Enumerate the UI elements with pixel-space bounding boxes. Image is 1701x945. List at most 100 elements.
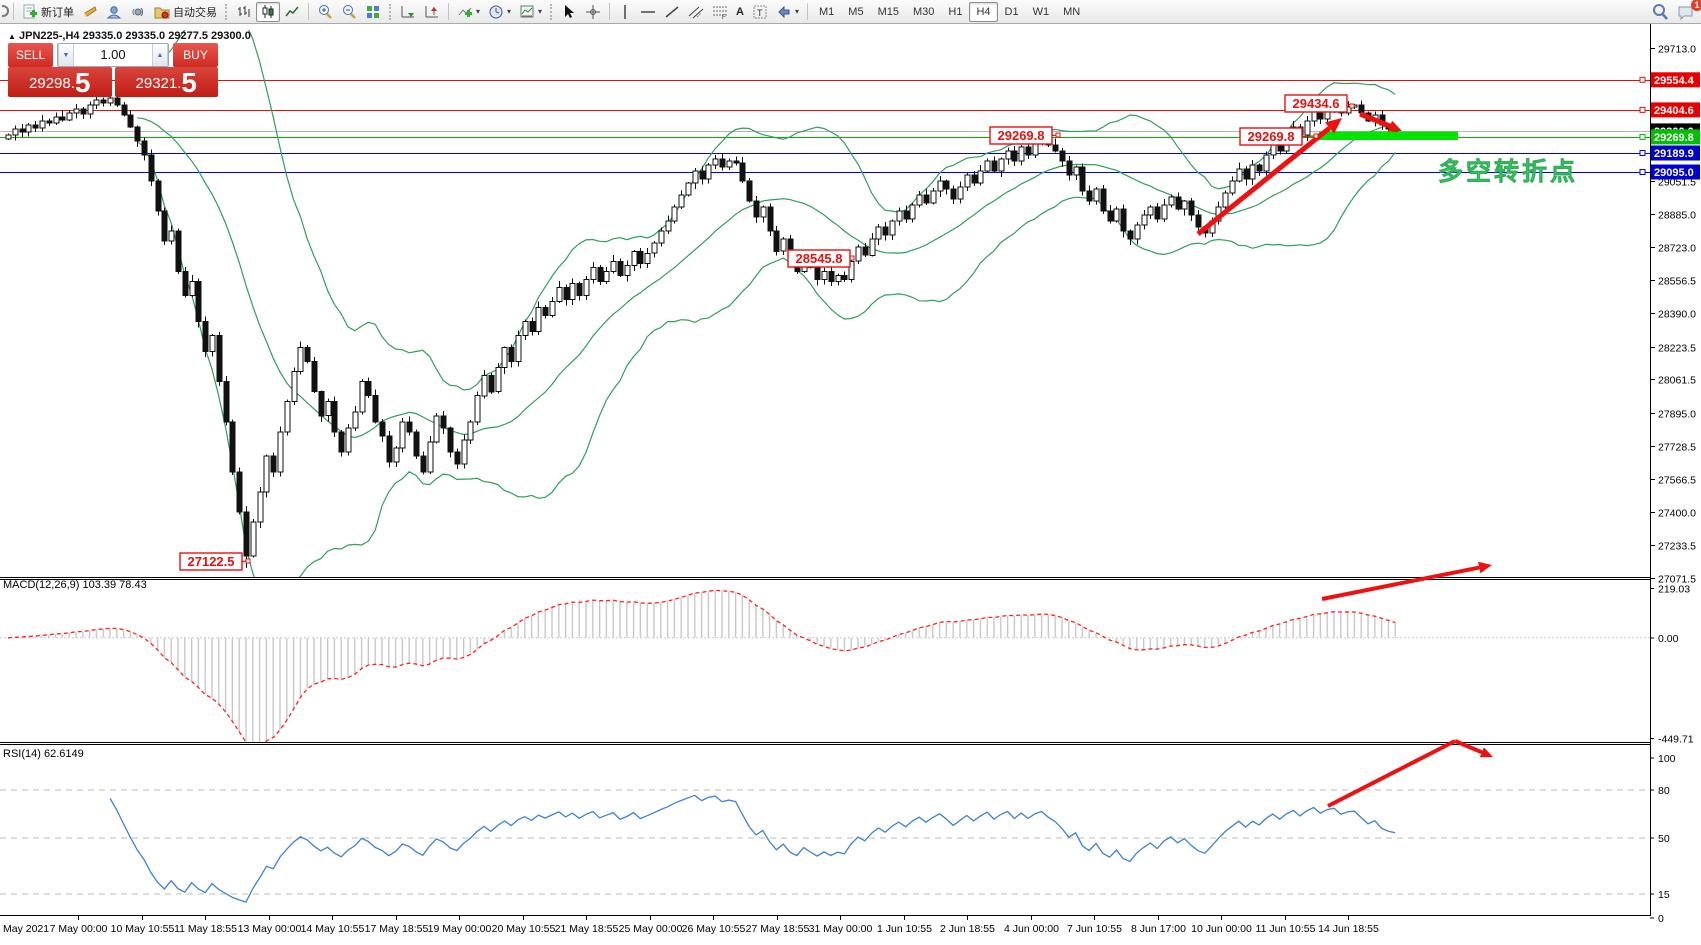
svg-text:-449.71: -449.71 [1658,734,1694,746]
chart-ohlc-values: 29335.0 29335.0 29277.5 29300.0 [82,30,251,42]
buy-price-main: 29321. [135,75,182,92]
label-tool[interactable]: T [748,2,772,22]
notifications-button[interactable]: 1 [1673,0,1701,22]
auto-trading-button[interactable]: 自动交易 [150,2,221,22]
periods-button[interactable]: ▾ [484,2,515,22]
volume-decrease-button[interactable]: ▼ [58,44,74,66]
new-order-icon [23,4,37,18]
bar-chart-button[interactable] [232,2,256,22]
volume-increase-button[interactable]: ▲ [152,44,168,66]
zoom-in-icon [319,4,332,19]
fibonacci-tool[interactable]: F [708,2,732,22]
volume-input[interactable]: 1.00 [100,47,126,62]
toolbar-separator [13,3,14,20]
svg-text:28223.5: 28223.5 [1658,343,1696,355]
horizontal-line-tool[interactable] [636,2,660,22]
svg-text:F: F [722,15,726,20]
sell-price-main: 29298. [29,75,75,92]
svg-text:28061.5: 28061.5 [1658,375,1696,387]
tile-windows-icon [367,5,379,18]
tab-h1[interactable]: H1 [948,5,963,18]
new-order-button[interactable]: 新订单 [18,2,78,22]
trendline-tool[interactable] [660,2,684,22]
svg-text:29434.6: 29434.6 [1293,96,1340,111]
line-chart-icon [285,6,299,16]
indicators-button[interactable]: ▾ [453,2,484,22]
svg-text:0.00: 0.00 [1658,633,1679,645]
tab-w1[interactable]: W1 [1032,5,1050,18]
crosshair-button[interactable] [581,2,605,22]
signals-button[interactable] [126,2,150,22]
svg-text:8 Jun 17:00: 8 Jun 17:00 [1131,923,1186,935]
sell-price-big-digit: 5 [74,67,91,98]
svg-text:21 May 18:55: 21 May 18:55 [555,923,619,935]
svg-text:28723.0: 28723.0 [1658,243,1696,255]
chevron-up-icon: ▲ [156,51,164,59]
clipped-left-icon [2,4,9,17]
buy-price-display[interactable]: 29321. 5 [114,67,218,97]
cursor-button[interactable] [557,2,581,22]
toolbar-separator [609,3,611,20]
auto-scroll-button[interactable] [396,2,420,22]
svg-text:4 Jun 00:00: 4 Jun 00:00 [1004,923,1059,935]
search-icon [1653,3,1668,20]
text-tool[interactable]: A [732,2,748,22]
buy-button-label: BUY [183,48,208,62]
macd-values: 103.39 78.43 [82,579,147,591]
shapes-tool[interactable]: ▾ [772,2,803,22]
tab-d1[interactable]: D1 [1004,5,1019,18]
buy-button[interactable]: BUY [173,43,218,67]
chart-shift-icon [425,5,438,17]
tab-mn[interactable]: MN [1063,5,1081,18]
candlestick-chart-button[interactable] [256,1,280,22]
search-button[interactable] [1647,2,1673,22]
vertical-line-tool[interactable] [614,2,636,22]
templates-button[interactable]: ▾ [515,2,546,22]
svg-text:May 2021: May 2021 [3,923,49,935]
svg-text:14 Jun 18:55: 14 Jun 18:55 [1318,923,1379,935]
cleanup-button[interactable] [78,2,102,22]
svg-text:10 May 10:55: 10 May 10:55 [111,923,175,935]
tab-m15[interactable]: M15 [877,5,899,18]
new-order-label: 新订单 [41,6,74,19]
svg-text:27728.5: 27728.5 [1658,442,1696,454]
tab-m30[interactable]: M30 [912,5,935,18]
macd-label: MACD(12,26,9) [3,579,80,591]
tile-windows-button[interactable] [361,2,385,22]
shapes-icon [778,5,790,18]
notification-badge: 1 [1691,0,1701,11]
account-button[interactable] [102,2,126,22]
rsi-value: 62.6149 [43,748,84,760]
svg-text:29189.9: 29189.9 [1654,148,1694,160]
svg-text:27566.5: 27566.5 [1658,475,1696,487]
sell-price-display[interactable]: 29298. 5 [8,67,112,97]
zoom-in-button[interactable] [313,2,337,22]
fibonacci-icon: F [713,6,728,20]
svg-text:7 May 00:00: 7 May 00:00 [50,923,108,935]
sell-button-label: SELL [15,48,46,62]
svg-text:T: T [757,8,763,18]
svg-text:19 May 00:00: 19 May 00:00 [428,923,492,935]
line-chart-button[interactable] [280,2,304,22]
clock-icon [489,5,503,18]
svg-text:29269.8: 29269.8 [1248,129,1295,144]
svg-text:29554.4: 29554.4 [1654,75,1695,87]
chart-shift-button[interactable] [420,2,444,22]
candlestick-icon [262,4,274,18]
tab-m5[interactable]: M5 [848,5,864,18]
svg-text:50: 50 [1658,833,1670,845]
zoom-out-button[interactable] [337,2,361,22]
toolbar-handle [550,3,553,20]
svg-text:14 May 10:55: 14 May 10:55 [301,923,365,935]
svg-text:29269.8: 29269.8 [998,128,1045,143]
channel-tool[interactable] [684,2,708,22]
tab-m1[interactable]: M1 [819,5,835,18]
dropdown-caret-icon: ▾ [476,7,481,16]
text-tool-label: A [736,5,744,18]
dropdown-caret-icon: ▾ [507,7,512,16]
cursor-icon [565,4,575,18]
collapse-icon[interactable]: ▲ [8,32,16,41]
sell-button[interactable]: SELL [8,43,53,67]
tab-h4[interactable]: H4 [969,1,998,22]
